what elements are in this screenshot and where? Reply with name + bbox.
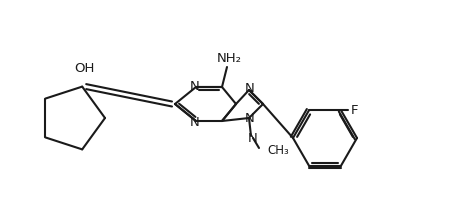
- Text: NH₂: NH₂: [216, 51, 241, 65]
- Text: OH: OH: [74, 62, 94, 75]
- Text: N: N: [245, 83, 255, 96]
- Text: N: N: [190, 79, 200, 93]
- Text: N: N: [190, 116, 200, 129]
- Text: N: N: [245, 112, 255, 125]
- Text: N: N: [248, 133, 258, 145]
- Text: CH₃: CH₃: [267, 144, 289, 157]
- Text: F: F: [351, 104, 359, 117]
